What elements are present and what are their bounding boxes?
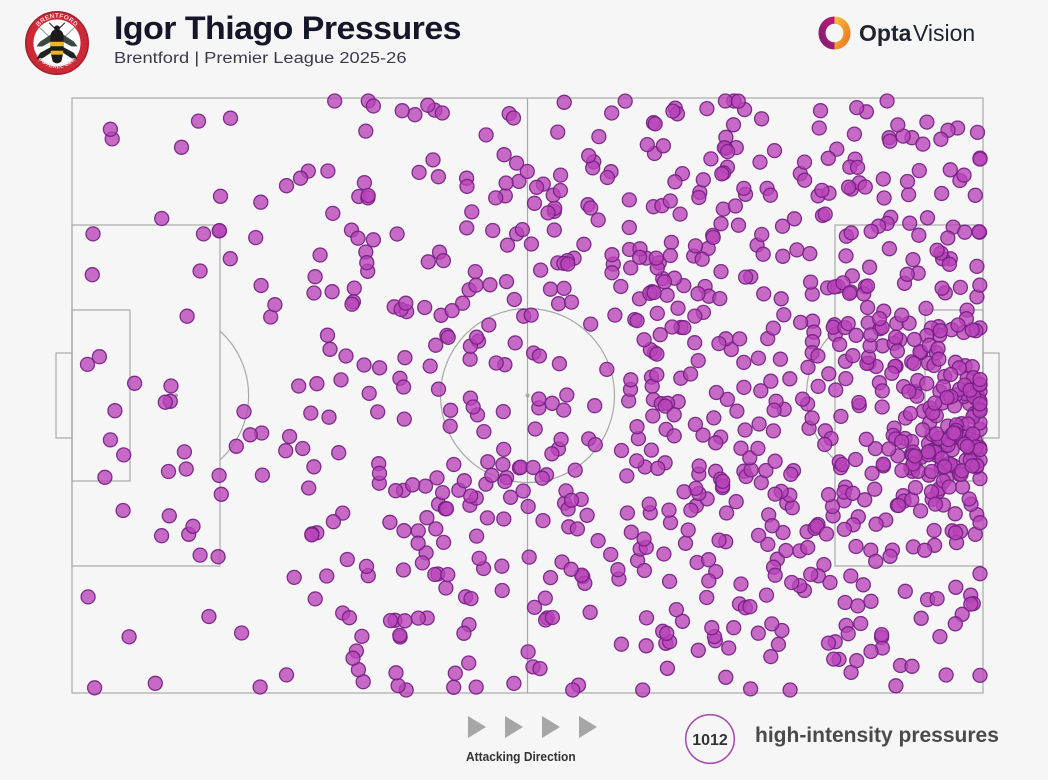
svg-text:Opta: Opta (859, 20, 912, 46)
svg-text:Vision: Vision (913, 20, 975, 46)
svg-text:1012: 1012 (692, 732, 728, 749)
